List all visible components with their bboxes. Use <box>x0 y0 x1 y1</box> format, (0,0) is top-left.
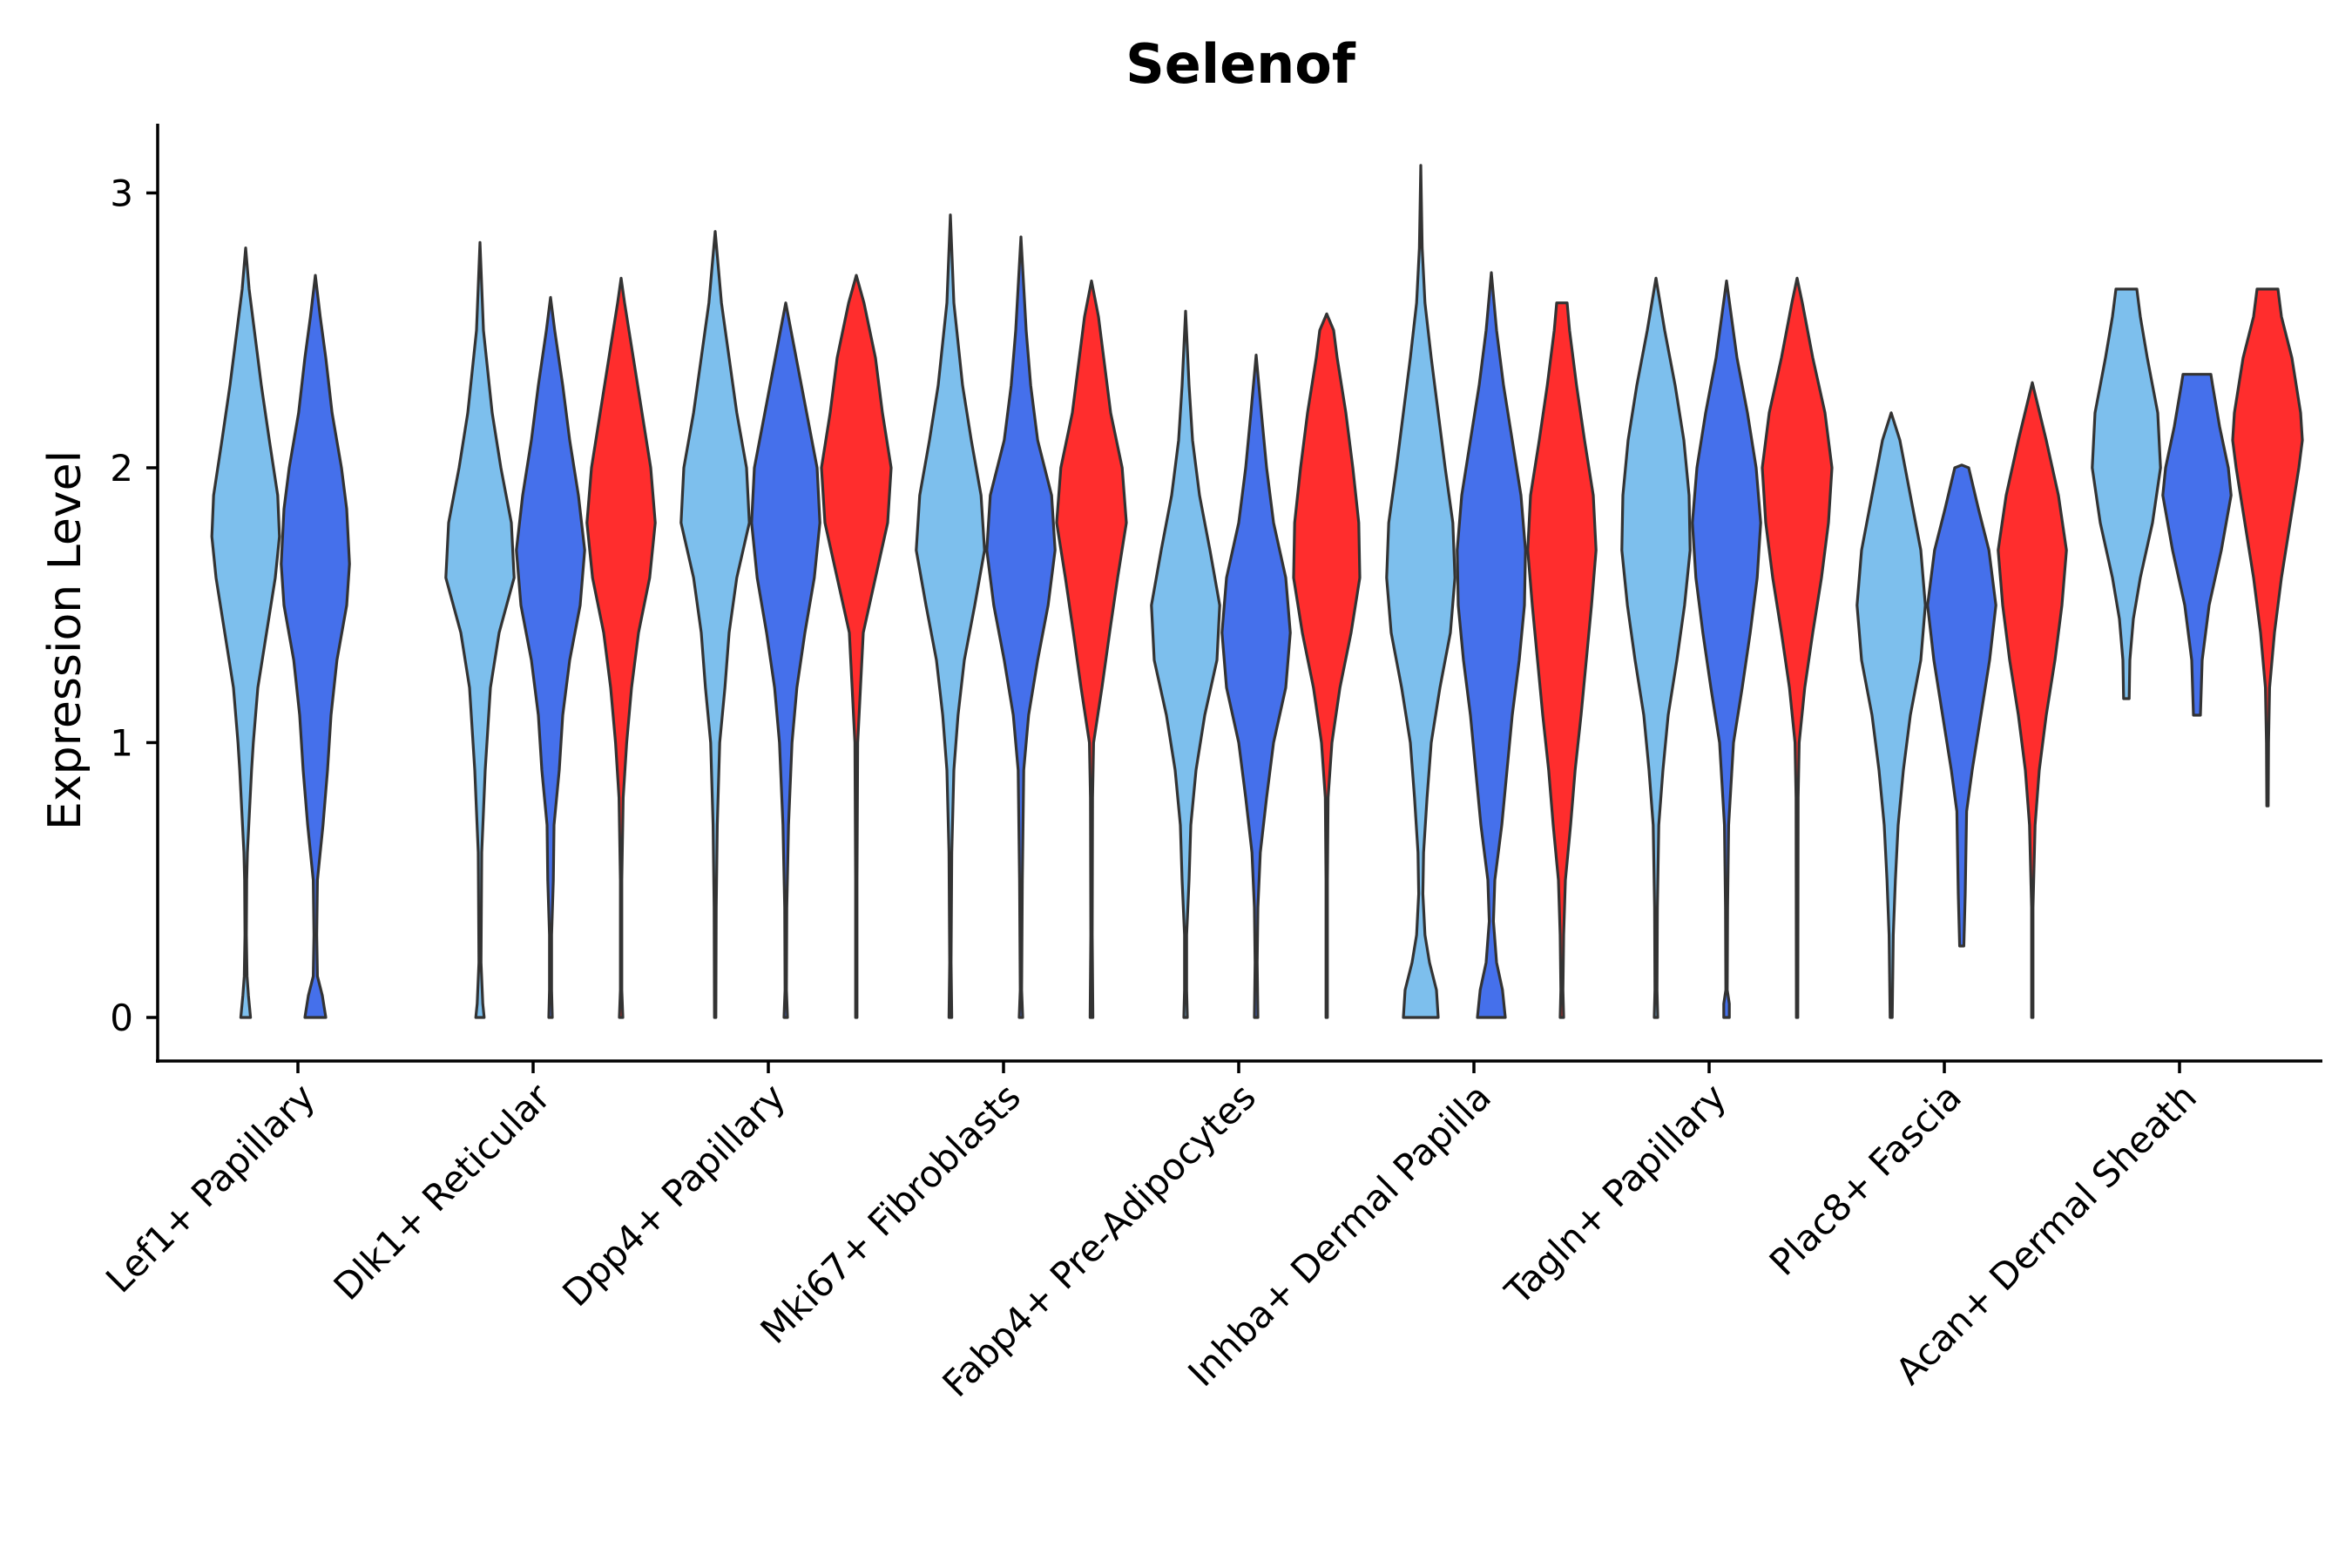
violin-group3 <box>1055 279 1128 1019</box>
violin-group2 <box>280 274 351 1019</box>
violin-group2 <box>515 295 586 1019</box>
violin-layer <box>210 164 2304 1019</box>
violin-group1 <box>210 247 281 1019</box>
violin-group1 <box>1855 411 1927 1019</box>
x-tick-label: Mki67+ Fibroblasts <box>753 1075 1029 1351</box>
violin-group2 <box>1456 271 1527 1019</box>
violin-group1 <box>679 230 751 1019</box>
violin-group1 <box>1385 164 1456 1019</box>
violin-group2 <box>2161 373 2233 717</box>
x-tick-label: Lef1+ Papillary <box>98 1075 323 1301</box>
x-tick-label: Dpp4+ Papillary <box>554 1075 794 1315</box>
violin-group3 <box>820 274 893 1019</box>
violin-group3 <box>1292 312 1362 1019</box>
violin-group1 <box>1620 276 1692 1019</box>
violin-group1 <box>915 213 986 1019</box>
violin-group3 <box>585 276 657 1019</box>
y-tick-label: 1 <box>110 722 133 765</box>
y-tick-label: 0 <box>110 997 133 1039</box>
x-tick-label: Plac8+ Fascia <box>1761 1075 1970 1283</box>
violin-group3 <box>2231 287 2304 808</box>
violin-group3 <box>1526 301 1598 1019</box>
violin-group2 <box>1220 354 1292 1019</box>
violin-group2 <box>1691 279 1762 1019</box>
y-tick-label: 2 <box>110 447 133 490</box>
y-axis-label: Expression Level <box>39 450 91 830</box>
violin-group1 <box>444 240 516 1019</box>
violin-group2 <box>1926 463 1997 948</box>
violin-group2 <box>985 235 1057 1019</box>
violin-group3 <box>1761 276 1834 1019</box>
x-tick-label: Dlk1+ Reticular <box>326 1075 559 1308</box>
violin-group2 <box>750 301 821 1019</box>
violin-group1 <box>1150 309 1221 1019</box>
violin-group3 <box>1997 381 2068 1019</box>
y-tick-label: 3 <box>110 172 133 215</box>
chart-title: Selenof <box>1125 32 1356 96</box>
x-tick-label: Tagln+ Papillary <box>1497 1075 1734 1313</box>
violin-group1 <box>2091 287 2162 700</box>
y-axis: 0 1 2 3 <box>110 172 158 1039</box>
